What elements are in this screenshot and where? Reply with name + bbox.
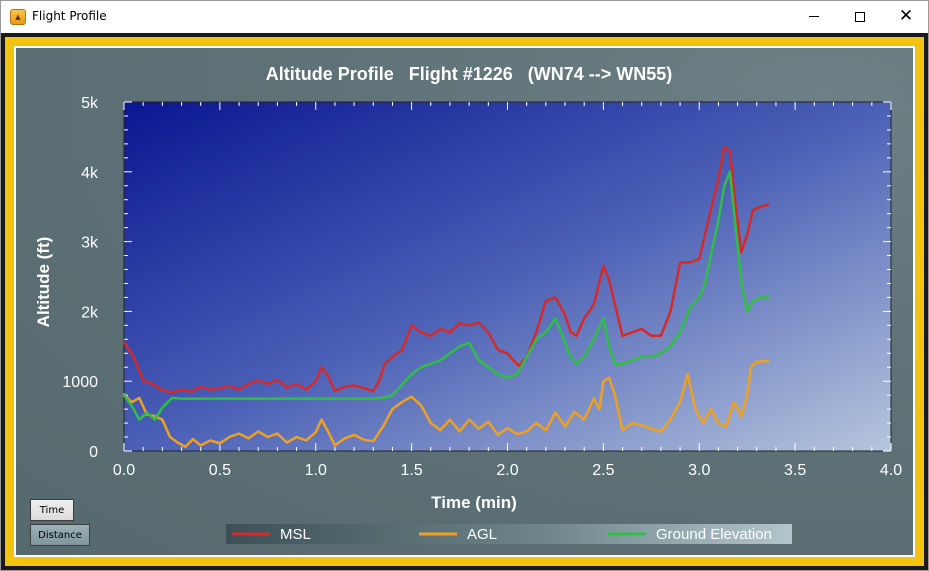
x-axis: 0.0 0.5 1.0 1.5 2.0 2.5 3.0 3.5 4.0: [113, 102, 902, 479]
y-axis: 0 1000 2k 3k 4k 5k: [62, 95, 891, 461]
y-axis-label: Altitude (ft): [34, 237, 53, 328]
x-tick-label: 2.0: [496, 462, 518, 479]
maximize-icon: [855, 11, 865, 22]
x-tick-label: 3.5: [784, 462, 806, 479]
y-tick-label: 1000: [62, 374, 98, 391]
x-axis-label: Time (min): [431, 493, 517, 512]
y-tick-label: 5k: [81, 95, 99, 112]
legend-label-msl: MSL: [280, 526, 311, 543]
x-tick-label: 3.0: [688, 462, 710, 479]
minimize-button[interactable]: [791, 1, 837, 32]
window-title: Flight Profile: [32, 9, 107, 23]
close-icon: ✕: [898, 6, 914, 26]
series-line-msl: [122, 146, 770, 394]
distance-button[interactable]: Distance: [30, 524, 90, 546]
chart-frame: Altitude Profile Flight #1226 (WN74 --> …: [1, 33, 928, 570]
y-tick-label: 4k: [81, 165, 99, 182]
y-tick-label: 2k: [81, 304, 99, 321]
plot-area: [123, 101, 892, 452]
minimize-icon: [809, 16, 819, 17]
series-line-agl: [122, 359, 770, 449]
y-tick-label: 0: [89, 444, 98, 461]
x-tick-label: 4.0: [880, 462, 902, 479]
chart-border: Altitude Profile Flight #1226 (WN74 --> …: [5, 37, 924, 566]
x-tick-label: 1.5: [401, 462, 423, 479]
x-tick-label: 1.0: [305, 462, 327, 479]
title-bar[interactable]: ▲ Flight Profile ✕: [1, 1, 928, 33]
chart-title: Altitude Profile Flight #1226 (WN74 --> …: [266, 64, 673, 84]
x-tick-label: 0.0: [113, 462, 135, 479]
x-tick-label: 0.5: [209, 462, 231, 479]
series-layer: [122, 146, 770, 449]
legend-label-ground-elevation: Ground Elevation: [656, 526, 772, 543]
y-tick-label: 3k: [81, 235, 99, 252]
maximize-button[interactable]: [837, 1, 883, 32]
app-icon: ▲: [10, 9, 26, 25]
time-button[interactable]: Time: [30, 499, 74, 521]
legend: MSL AGL Ground Elevation: [226, 524, 792, 544]
series-line-ground-elevation: [122, 170, 770, 421]
x-tick-label: 2.5: [592, 462, 614, 479]
chart-panel: Altitude Profile Flight #1226 (WN74 --> …: [14, 46, 915, 557]
altitude-chart: Altitude Profile Flight #1226 (WN74 --> …: [34, 64, 902, 544]
legend-label-agl: AGL: [467, 526, 497, 543]
close-button[interactable]: ✕: [883, 1, 929, 32]
legend-background: [226, 524, 792, 544]
